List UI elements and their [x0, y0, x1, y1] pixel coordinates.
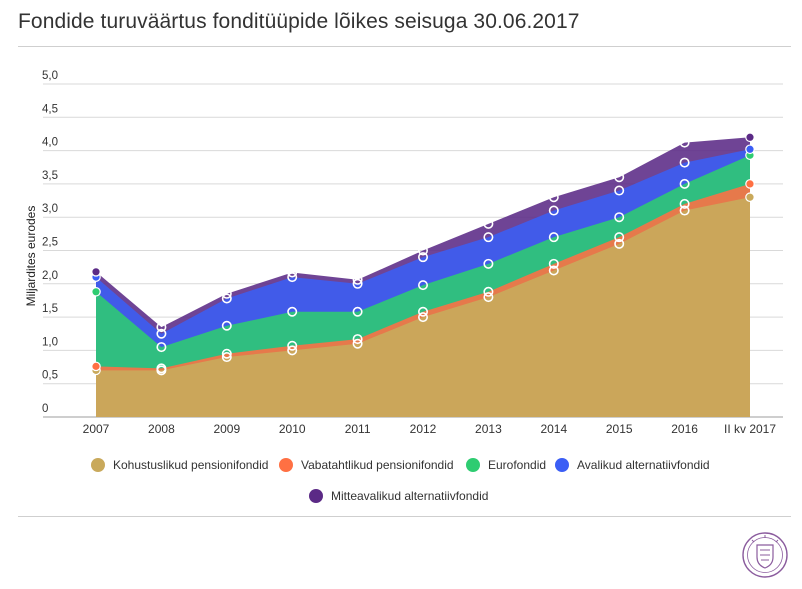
legend-label: Vabatahtlikud pensionifondid	[301, 458, 454, 472]
data-point[interactable]	[548, 265, 559, 276]
data-point[interactable]	[156, 328, 167, 339]
data-point[interactable]	[614, 238, 625, 249]
data-point[interactable]	[548, 258, 559, 269]
data-point[interactable]	[483, 286, 494, 297]
x-tick-label: 2015	[606, 422, 633, 436]
data-point[interactable]	[221, 320, 232, 331]
legend-label: Eurofondid	[488, 458, 546, 472]
y-tick-label: 1,5	[42, 303, 58, 315]
legend: Kohustuslikud pensionifondid Vabatahtliku…	[91, 458, 710, 503]
data-point[interactable]	[483, 258, 494, 269]
data-point[interactable]	[745, 192, 755, 203]
data-point[interactable]	[417, 252, 428, 263]
y-tick-label: 2,0	[42, 270, 58, 282]
data-point[interactable]	[417, 245, 428, 256]
y-tick-label: 3,5	[42, 170, 58, 182]
data-point[interactable]	[483, 292, 494, 303]
y-tick-label: 5,0	[42, 70, 58, 82]
data-point[interactable]	[352, 306, 363, 317]
y-axis-ticks: 0 0,5 1,0 1,5 2,0 2,5 3,0 3,5 4,0 4,5 5,0	[42, 70, 58, 415]
legend-label: Kohustuslikud pensionifondid	[113, 458, 268, 472]
legend-label: Mitteavalikud alternatiivfondid	[331, 489, 488, 503]
series-area-0	[96, 197, 750, 417]
series-areas	[96, 137, 750, 417]
data-point[interactable]	[679, 137, 690, 148]
legend-swatch	[91, 458, 105, 472]
data-point[interactable]	[614, 212, 625, 223]
y-tick-label: 4,5	[42, 103, 58, 115]
x-tick-label: 2009	[213, 422, 240, 436]
data-point[interactable]	[221, 348, 232, 359]
data-point[interactable]	[483, 218, 494, 229]
x-tick-label: 2011	[345, 422, 371, 436]
data-point[interactable]	[745, 179, 755, 189]
y-tick-label: 3,0	[42, 203, 58, 215]
x-tick-label: 2010	[279, 422, 306, 436]
x-tick-label: 2008	[148, 422, 175, 436]
data-point[interactable]	[679, 178, 690, 189]
data-point[interactable]	[548, 192, 559, 203]
data-point[interactable]	[287, 345, 298, 356]
data-point[interactable]	[287, 272, 298, 283]
data-point[interactable]	[156, 322, 167, 333]
x-tick-label: 2016	[671, 422, 698, 436]
data-point[interactable]	[287, 340, 298, 351]
data-point[interactable]	[352, 334, 363, 345]
legend-swatch	[309, 489, 323, 503]
y-tick-label: 4,0	[42, 137, 58, 149]
legend-swatch	[555, 458, 569, 472]
data-point[interactable]	[548, 205, 559, 216]
series-markers	[91, 132, 755, 376]
data-point[interactable]	[745, 144, 755, 155]
x-tick-label: 2014	[540, 422, 567, 436]
x-tick-label: 2012	[410, 422, 437, 436]
data-point[interactable]	[91, 286, 101, 297]
data-point[interactable]	[483, 232, 494, 243]
legend-label: Avalikud alternatiivfondid	[577, 458, 710, 472]
data-point[interactable]	[614, 172, 625, 183]
data-point[interactable]	[679, 157, 690, 168]
data-point[interactable]	[156, 363, 167, 374]
x-tick-label: 2013	[475, 422, 502, 436]
legend-swatch	[466, 458, 480, 472]
y-axis-label: Miljardites eurodes	[24, 206, 38, 307]
data-point[interactable]	[679, 205, 690, 216]
data-point[interactable]	[221, 288, 232, 299]
data-point[interactable]	[417, 280, 428, 291]
data-point[interactable]	[91, 267, 101, 277]
x-axis-ticks: 2007 2008 2009 2010 2011 2012 2013 2014 2015 2016…	[83, 422, 777, 436]
data-point[interactable]	[287, 267, 298, 278]
data-point[interactable]	[614, 185, 625, 196]
data-point[interactable]	[417, 312, 428, 323]
data-point[interactable]	[287, 306, 298, 317]
data-point[interactable]	[679, 198, 690, 209]
data-point[interactable]	[156, 342, 167, 353]
x-tick-label: II kv 2017	[724, 422, 776, 436]
y-tick-label: 0,5	[42, 370, 58, 382]
footer-divider	[18, 516, 791, 517]
y-tick-label: 0	[42, 403, 48, 415]
x-tick-label: 2007	[83, 422, 110, 436]
data-point[interactable]	[221, 352, 232, 363]
data-point[interactable]	[614, 232, 625, 243]
y-tick-label: 2,5	[42, 237, 58, 249]
y-tick-label: 1,0	[42, 336, 58, 348]
data-point[interactable]	[352, 338, 363, 349]
data-point[interactable]	[548, 232, 559, 243]
data-point[interactable]	[745, 132, 755, 143]
data-point[interactable]	[221, 293, 232, 304]
legend-swatch	[279, 458, 293, 472]
title-divider	[18, 46, 791, 47]
data-point[interactable]	[352, 278, 363, 289]
chart-title: Fondide turuväärtus fonditüüpide lõikes …	[18, 10, 580, 33]
data-point[interactable]	[352, 274, 363, 285]
data-point[interactable]	[91, 361, 101, 372]
seal-logo-icon	[742, 532, 788, 578]
data-point[interactable]	[417, 306, 428, 317]
